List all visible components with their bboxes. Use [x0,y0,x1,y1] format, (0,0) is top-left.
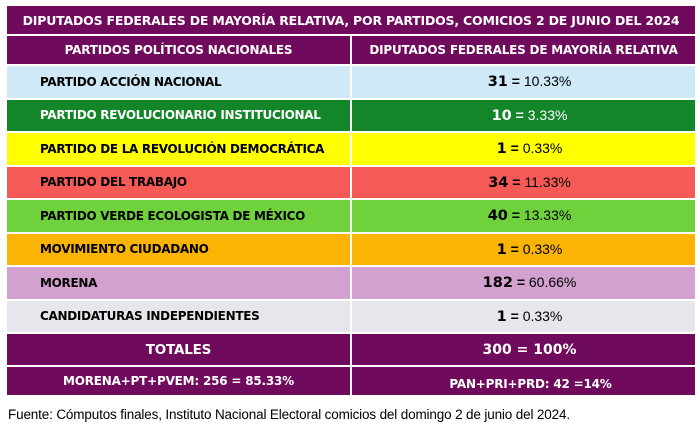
totals-row: TOTALES 300 = 100% [5,332,698,367]
party-result: 182 = 60.66% [349,265,698,301]
equals-sign: = [516,274,525,291]
table-row: PARTIDO DEL TRABAJO 34 = 11.33% [5,164,698,200]
table-row: PARTIDO DE LA REVOLUCIÓN DEMOCRÁTICA 1 = … [5,131,698,167]
party-name: MORENA [5,265,352,301]
party-result: 1 = 0.33% [349,131,698,167]
seat-count: 31 [487,74,508,91]
equals-sign: = [512,173,521,190]
seat-percent: 0.33% [522,140,563,157]
column-header-parties: PARTIDOS POLÍTICOS NACIONALES [5,34,352,66]
seat-count: 1 [496,241,507,258]
party-name: PARTIDO DEL TRABAJO [5,164,352,200]
party-name: PARTIDO DE LA REVOLUCIÓN DEMOCRÁTICA [5,131,352,167]
party-result: 31 = 10.33% [349,64,698,100]
seat-count: 182 [482,275,513,292]
seat-percent: 3.33% [527,106,568,123]
equals-sign: = [511,207,520,224]
title-row: DIPUTADOS FEDERALES DE MAYORÍA RELATIVA,… [4,4,698,36]
seat-count: 1 [496,141,507,158]
coalition-right: PAN+PRI+PRD: 42 =14% [349,365,698,397]
equals-sign: = [511,73,520,90]
source-note: Fuente: Cómputos finales, Instituto Naci… [8,407,570,422]
seat-percent: 10.33% [523,73,572,90]
party-name: PARTIDO REVOLUCIONARIO INSTITUCIONAL [5,97,352,133]
totals-label: TOTALES [5,332,352,367]
results-table-container: DIPUTADOS FEDERALES DE MAYORÍA RELATIVA,… [4,4,698,397]
seat-count: 1 [496,308,507,325]
party-name: MOVIMIENTO CIUDADANO [5,231,352,267]
seat-percent: 60.66% [528,274,577,291]
party-name: PARTIDO ACCIÓN NACIONAL [5,64,352,100]
equals-sign: = [515,106,524,123]
equals-sign: = [510,140,519,157]
table-row: MOVIMIENTO CIUDADANO 1 = 0.33% [5,231,698,267]
seat-count: 34 [488,174,509,191]
header-row: PARTIDOS POLÍTICOS NACIONALES DIPUTADOS … [5,34,698,66]
coalitions-row: MORENA+PT+PVEM: 256 = 85.33% PAN+PRI+PRD… [5,365,698,397]
party-result: 40 = 13.33% [349,198,698,234]
table-row: PARTIDO VERDE ECOLOGISTA DE MÉXICO 40 = 1… [5,198,698,234]
seat-percent: 11.33% [524,173,571,190]
seat-count: 10 [491,107,512,124]
party-result: 10 = 3.33% [349,97,698,133]
equals-sign: = [510,240,519,257]
totals-value: 300 = 100% [349,332,698,367]
results-table: DIPUTADOS FEDERALES DE MAYORÍA RELATIVA,… [4,4,698,397]
party-name: CANDIDATURAS INDEPENDIENTES [5,298,352,334]
party-rows: PARTIDO ACCIÓN NACIONAL 31 = 10.33% PARTID… [5,64,698,334]
party-result: 1 = 0.33% [349,298,698,334]
table-row: CANDIDATURAS INDEPENDIENTES 1 = 0.33% [5,298,698,334]
seat-percent: 0.33% [522,307,563,324]
table-row: MORENA 182 = 60.66% [5,265,698,301]
column-header-deputies: DIPUTADOS FEDERALES DE MAYORÍA RELATIVA [349,34,698,66]
seat-percent: 13.33% [523,207,572,224]
table-row: PARTIDO REVOLUCIONARIO INSTITUCIONAL 10 =… [5,97,698,133]
seat-percent: 0.33% [522,240,563,257]
table-title: DIPUTADOS FEDERALES DE MAYORÍA RELATIVA,… [4,4,698,36]
party-result: 34 = 11.33% [349,164,698,200]
equals-sign: = [510,307,519,324]
party-name: PARTIDO VERDE ECOLOGISTA DE MÉXICO [5,198,352,234]
table-row: PARTIDO ACCIÓN NACIONAL 31 = 10.33% [5,64,698,100]
seat-count: 40 [487,208,508,225]
party-result: 1 = 0.33% [349,231,698,267]
coalition-left: MORENA+PT+PVEM: 256 = 85.33% [5,365,352,397]
